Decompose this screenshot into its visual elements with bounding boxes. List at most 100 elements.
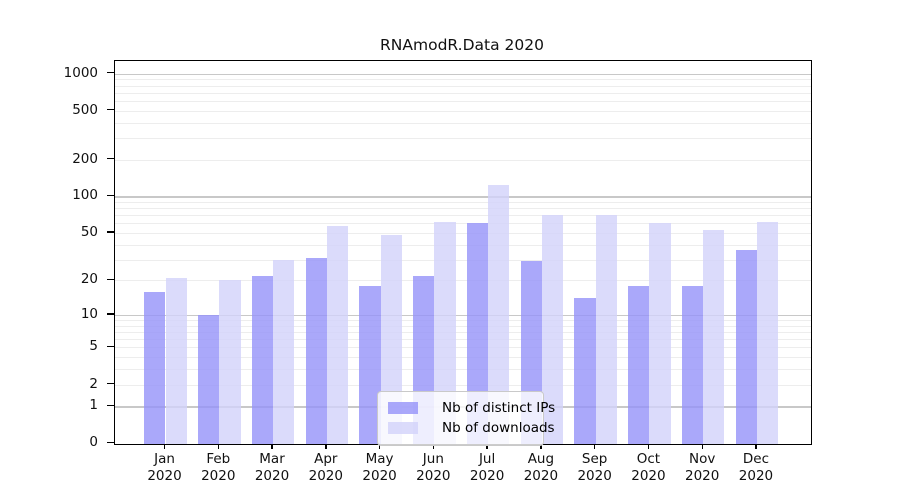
x-tick-label-may: May 2020 bbox=[350, 451, 410, 485]
minor-gridline bbox=[115, 332, 811, 334]
bar-distinct-ips-dec bbox=[735, 250, 757, 444]
year-label: 2020 bbox=[308, 468, 343, 484]
y-tick-mark bbox=[107, 157, 114, 160]
y-tick-mark bbox=[107, 404, 114, 406]
minor-gridline bbox=[115, 159, 811, 161]
minor-gridline bbox=[115, 259, 811, 261]
minor-gridline bbox=[115, 101, 811, 103]
y-tick-label: 1 bbox=[89, 397, 98, 414]
month-label: Sep bbox=[581, 451, 608, 467]
x-tick-label-oct: Oct 2020 bbox=[618, 451, 678, 485]
minor-gridline bbox=[115, 202, 811, 203]
legend: Nb of distinct IPs Nb of downloads bbox=[377, 391, 555, 446]
x-tick-label-mar: Mar 2020 bbox=[242, 451, 302, 485]
bar-distinct-ips-sep bbox=[574, 298, 596, 444]
x-tick-mark bbox=[647, 444, 650, 449]
bar-downloads-aug bbox=[541, 215, 564, 444]
minor-gridline bbox=[115, 215, 811, 217]
minor-gridline bbox=[115, 339, 811, 341]
minor-gridline bbox=[115, 85, 811, 87]
y-tick-label: 500 bbox=[72, 101, 98, 118]
bar-downloads-sep bbox=[595, 215, 617, 444]
y-tick-mark bbox=[107, 194, 114, 197]
y-tick-label: 100 bbox=[72, 187, 98, 204]
bar-distinct-ips-apr bbox=[305, 257, 327, 444]
y-tick-label: 2 bbox=[89, 375, 98, 392]
bar-distinct-ips-nov bbox=[681, 285, 704, 444]
minor-gridline bbox=[115, 223, 811, 225]
x-tick-label-jul: Jul 2020 bbox=[457, 451, 517, 485]
minor-gridline bbox=[115, 110, 811, 112]
year-label: 2020 bbox=[254, 468, 290, 484]
year-label: 2020 bbox=[147, 468, 182, 484]
y-tick-label: 0 bbox=[89, 434, 98, 451]
x-tick-mark bbox=[217, 444, 219, 449]
minor-gridline bbox=[115, 280, 811, 282]
y-tick-mark bbox=[107, 231, 114, 233]
y-tick-mark bbox=[107, 278, 114, 281]
x-tick-mark bbox=[540, 444, 542, 449]
bar-distinct-ips-oct bbox=[628, 285, 650, 444]
year-label: 2020 bbox=[201, 468, 236, 484]
x-tick-mark bbox=[271, 444, 273, 449]
bar-distinct-ips-mar bbox=[251, 275, 274, 444]
legend-entry-downloads: Nb of downloads bbox=[388, 418, 555, 438]
x-tick-label-jun: Jun 2020 bbox=[403, 451, 463, 485]
x-tick-mark bbox=[486, 444, 488, 449]
minor-gridline bbox=[115, 122, 811, 124]
major-gridline bbox=[115, 315, 811, 317]
y-tick-mark bbox=[107, 382, 114, 385]
plot-area bbox=[114, 60, 812, 445]
bar-distinct-ips-feb bbox=[197, 315, 220, 444]
month-label: Feb bbox=[206, 451, 231, 467]
x-tick-mark bbox=[325, 444, 327, 449]
major-gridline bbox=[115, 196, 811, 198]
minor-gridline bbox=[115, 384, 811, 386]
year-label: 2020 bbox=[738, 468, 774, 484]
month-label: May bbox=[365, 451, 394, 467]
bar-downloads-apr bbox=[326, 226, 349, 444]
legend-swatch-downloads bbox=[388, 422, 418, 434]
bar-distinct-ips-may bbox=[359, 285, 381, 444]
minor-gridline bbox=[115, 79, 811, 81]
month-label: Jun bbox=[422, 451, 444, 467]
bar-downloads-jul bbox=[488, 184, 510, 444]
x-tick-label-jan: Jan 2020 bbox=[135, 451, 195, 485]
minor-gridline bbox=[115, 369, 811, 371]
bar-downloads-mar bbox=[273, 259, 295, 444]
y-tick-label: 5 bbox=[89, 338, 98, 355]
year-label: 2020 bbox=[469, 468, 505, 484]
bar-downloads-oct bbox=[649, 223, 671, 444]
bar-downloads-jun bbox=[434, 221, 456, 444]
year-label: 2020 bbox=[577, 468, 612, 484]
minor-gridline bbox=[115, 244, 811, 246]
minor-gridline bbox=[115, 325, 811, 327]
minor-gridline bbox=[115, 92, 811, 94]
year-label: 2020 bbox=[523, 468, 559, 484]
minor-gridline bbox=[115, 320, 811, 322]
month-label: Aug bbox=[527, 451, 555, 467]
y-tick-mark bbox=[107, 441, 114, 443]
x-tick-label-apr: Apr 2020 bbox=[296, 451, 356, 485]
minor-gridline bbox=[115, 232, 811, 234]
bar-downloads-dec bbox=[756, 221, 779, 444]
y-tick-mark bbox=[107, 72, 114, 74]
year-label: 2020 bbox=[362, 468, 397, 484]
bar-downloads-nov bbox=[703, 229, 725, 444]
x-tick-mark bbox=[701, 444, 703, 449]
x-tick-mark bbox=[163, 444, 166, 449]
y-tick-label: 50 bbox=[80, 223, 98, 240]
month-label: Mar bbox=[259, 451, 285, 467]
month-label: Oct bbox=[636, 451, 661, 467]
x-tick-mark bbox=[378, 444, 381, 449]
minor-gridline bbox=[115, 208, 811, 210]
legend-swatch-distinct-ips bbox=[388, 402, 418, 414]
legend-entry-distinct-ips: Nb of distinct IPs bbox=[388, 398, 555, 418]
y-tick-mark bbox=[107, 109, 114, 111]
legend-label-distinct-ips: Nb of distinct IPs bbox=[442, 400, 556, 416]
major-gridline bbox=[115, 73, 811, 76]
chart-title: RNAmodR.Data 2020 bbox=[380, 36, 544, 54]
month-label: Dec bbox=[742, 451, 770, 467]
bar-downloads-feb bbox=[219, 280, 241, 444]
y-tick-label: 200 bbox=[72, 150, 98, 167]
